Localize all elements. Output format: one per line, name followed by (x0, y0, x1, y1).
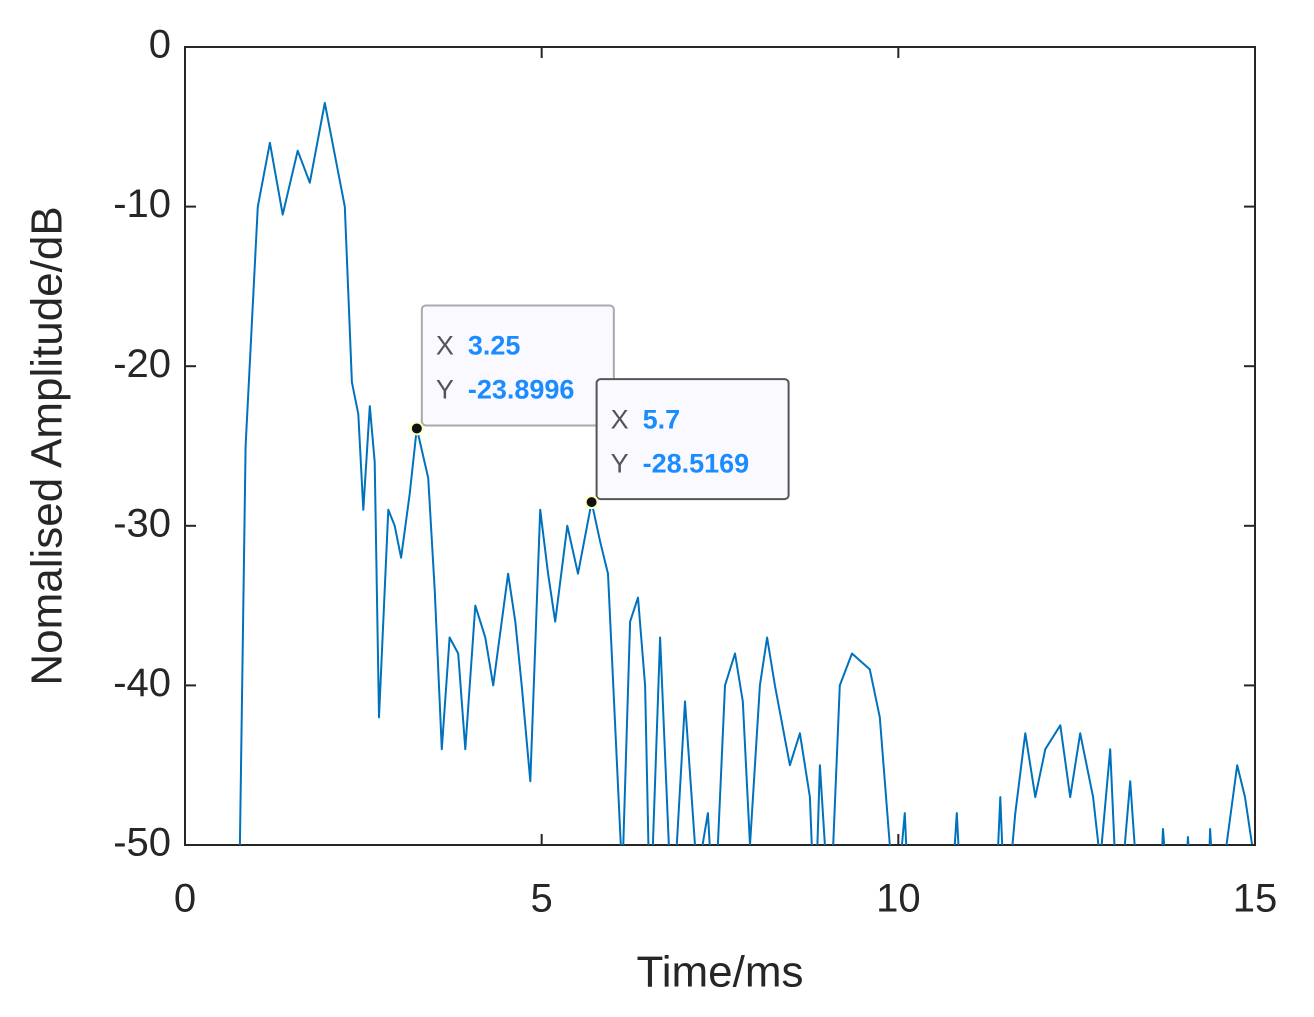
datatip-x-key: X (436, 331, 454, 361)
plot-lines (238, 101, 1254, 845)
datatip-y-value: -28.5169 (643, 448, 750, 478)
datatip-x-value: 5.7 (643, 404, 681, 434)
datatip-marker (584, 495, 599, 510)
datatip-x-value: 3.25 (468, 331, 521, 361)
x-tick-label: 5 (531, 877, 553, 921)
datatip-x-key: X (611, 404, 629, 434)
data-line (238, 101, 1254, 845)
x-tick-label: 0 (174, 877, 196, 921)
datatip-y-key: Y (436, 375, 454, 405)
x-tick-label: 15 (1233, 877, 1278, 921)
y-tick-label: -10 (113, 182, 171, 226)
x-tick-label: 10 (876, 877, 921, 921)
datatip-marker (409, 421, 424, 436)
datatip-y-value: -23.8996 (468, 375, 575, 405)
y-tick-label: -40 (113, 661, 171, 705)
datatip-box (595, 378, 790, 501)
y-tick-label: -20 (113, 342, 171, 386)
datatip-box (420, 304, 615, 427)
y-tick-label: -30 (113, 501, 171, 545)
y-tick-label: 0 (149, 23, 171, 67)
x-axis-label: Time/ms (636, 948, 803, 997)
y-axis-label: Nomalised Amplitude/dB (23, 206, 72, 685)
datatip-y-key: Y (611, 448, 629, 478)
y-tick-label: -50 (113, 821, 171, 865)
